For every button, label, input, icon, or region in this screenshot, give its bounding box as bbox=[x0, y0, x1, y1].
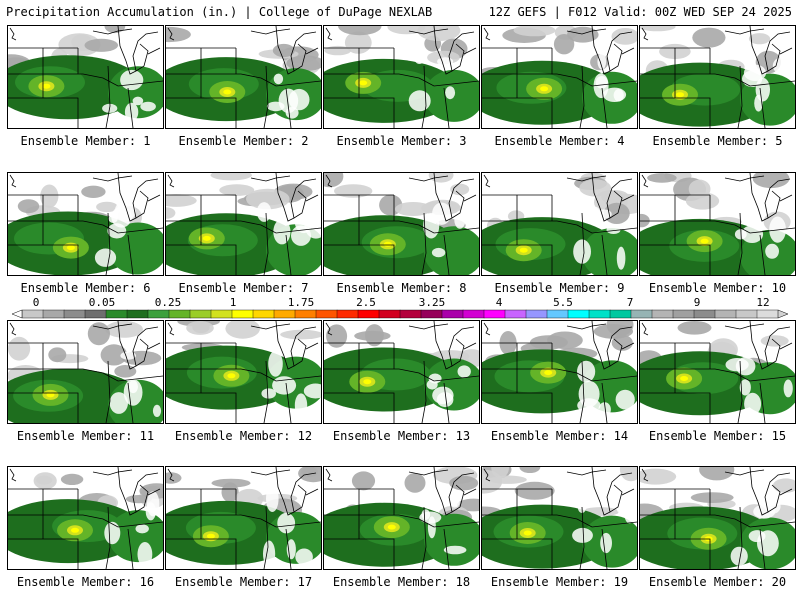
colorbar-swatch bbox=[693, 309, 716, 319]
colorbar-tick-label: 2.5 bbox=[356, 296, 376, 309]
colorbar-tick-label: 5.5 bbox=[553, 296, 573, 309]
ensemble-member-map bbox=[165, 320, 322, 424]
ensemble-member-map bbox=[7, 25, 164, 129]
map-title: Precipitation Accumulation (in.) | Colle… bbox=[6, 5, 433, 19]
ensemble-member-label: Ensemble Member: 20 bbox=[648, 575, 787, 589]
ensemble-member-map bbox=[323, 466, 480, 570]
ensemble-member-map bbox=[165, 466, 322, 570]
colorbar-swatch bbox=[315, 309, 338, 319]
ensemble-member-map bbox=[481, 25, 638, 129]
ensemble-member-map bbox=[323, 25, 480, 129]
precipitation-colorbar bbox=[11, 309, 789, 319]
colorbar-tick-label: 0.25 bbox=[154, 296, 182, 309]
colorbar-swatch bbox=[630, 309, 653, 319]
colorbar-swatch bbox=[21, 309, 44, 319]
colorbar-tick-label: 7 bbox=[626, 296, 634, 309]
colorbar-swatch bbox=[273, 309, 296, 319]
model-run-valid-time: 12Z GEFS | F012 Valid: 00Z WED SEP 24 20… bbox=[488, 5, 792, 19]
ensemble-member-label: Ensemble Member: 19 bbox=[490, 575, 629, 589]
ensemble-member-map bbox=[7, 172, 164, 276]
colorbar-swatch bbox=[210, 309, 233, 319]
ensemble-member-label: Ensemble Member: 6 bbox=[20, 281, 151, 295]
ensemble-member-label: Ensemble Member: 7 bbox=[178, 281, 309, 295]
ensemble-member-label: Ensemble Member: 12 bbox=[174, 429, 313, 443]
colorbar-swatch bbox=[714, 309, 737, 319]
colorbar-tick-label: 4 bbox=[495, 296, 503, 309]
colorbar-tick-label: 0.05 bbox=[88, 296, 116, 309]
colorbar-swatch bbox=[126, 309, 149, 319]
ensemble-member-map bbox=[165, 25, 322, 129]
colorbar-swatch bbox=[504, 309, 527, 319]
colorbar-swatch bbox=[105, 309, 128, 319]
colorbar-swatch bbox=[756, 309, 779, 319]
colorbar-swatch bbox=[588, 309, 611, 319]
ensemble-member-label: Ensemble Member: 1 bbox=[20, 134, 151, 148]
ensemble-member-label: Ensemble Member: 9 bbox=[494, 281, 625, 295]
colorbar-swatch bbox=[357, 309, 380, 319]
ensemble-member-label: Ensemble Member: 4 bbox=[494, 134, 625, 148]
ensemble-member-map bbox=[481, 320, 638, 424]
ensemble-member-label: Ensemble Member: 13 bbox=[332, 429, 471, 443]
colorbar-left-arrow bbox=[11, 309, 23, 319]
ensemble-member-map bbox=[7, 466, 164, 570]
ensemble-member-map bbox=[481, 172, 638, 276]
ensemble-member-map bbox=[639, 320, 796, 424]
ensemble-member-label: Ensemble Member: 18 bbox=[332, 575, 471, 589]
colorbar-swatch bbox=[294, 309, 317, 319]
ensemble-member-label: Ensemble Member: 5 bbox=[652, 134, 783, 148]
colorbar-swatch bbox=[546, 309, 569, 319]
colorbar-tick-label: 3.25 bbox=[418, 296, 446, 309]
colorbar-swatch bbox=[651, 309, 674, 319]
colorbar-swatch bbox=[147, 309, 170, 319]
ensemble-member-label: Ensemble Member: 11 bbox=[16, 429, 155, 443]
ensemble-member-label: Ensemble Member: 2 bbox=[178, 134, 309, 148]
ensemble-member-label: Ensemble Member: 17 bbox=[174, 575, 313, 589]
colorbar-swatch bbox=[609, 309, 632, 319]
colorbar-swatch bbox=[231, 309, 254, 319]
colorbar-swatch bbox=[42, 309, 65, 319]
colorbar-tick-label: 0 bbox=[32, 296, 40, 309]
ensemble-member-label: Ensemble Member: 15 bbox=[648, 429, 787, 443]
ensemble-member-label: Ensemble Member: 16 bbox=[16, 575, 155, 589]
colorbar-swatch bbox=[441, 309, 464, 319]
ensemble-member-map bbox=[165, 172, 322, 276]
ensemble-member-map bbox=[639, 25, 796, 129]
ensemble-member-label: Ensemble Member: 8 bbox=[336, 281, 467, 295]
colorbar-tick-label: 1 bbox=[229, 296, 237, 309]
ensemble-member-label: Ensemble Member: 3 bbox=[336, 134, 467, 148]
colorbar-right-arrow bbox=[777, 309, 789, 319]
colorbar-swatch bbox=[525, 309, 548, 319]
ensemble-member-label: Ensemble Member: 14 bbox=[490, 429, 629, 443]
colorbar-tick-label: 12 bbox=[756, 296, 770, 309]
colorbar-swatch bbox=[84, 309, 107, 319]
colorbar-swatch bbox=[336, 309, 359, 319]
colorbar-swatch bbox=[735, 309, 758, 319]
ensemble-member-map bbox=[7, 320, 164, 424]
ensemble-member-map bbox=[323, 320, 480, 424]
colorbar-tick-label: 1.75 bbox=[287, 296, 315, 309]
colorbar-swatch bbox=[189, 309, 212, 319]
colorbar-swatch bbox=[462, 309, 485, 319]
colorbar-swatch bbox=[399, 309, 422, 319]
colorbar-swatch bbox=[378, 309, 401, 319]
colorbar-swatch bbox=[63, 309, 86, 319]
ensemble-member-map bbox=[323, 172, 480, 276]
colorbar-swatch bbox=[252, 309, 275, 319]
ensemble-member-map bbox=[639, 172, 796, 276]
colorbar-swatch bbox=[672, 309, 695, 319]
colorbar-swatch bbox=[567, 309, 590, 319]
colorbar-swatch bbox=[483, 309, 506, 319]
ensemble-member-label: Ensemble Member: 10 bbox=[648, 281, 787, 295]
colorbar-swatch bbox=[168, 309, 191, 319]
ensemble-member-map bbox=[639, 466, 796, 570]
colorbar-swatch bbox=[420, 309, 443, 319]
ensemble-member-map bbox=[481, 466, 638, 570]
colorbar-tick-label: 9 bbox=[693, 296, 701, 309]
